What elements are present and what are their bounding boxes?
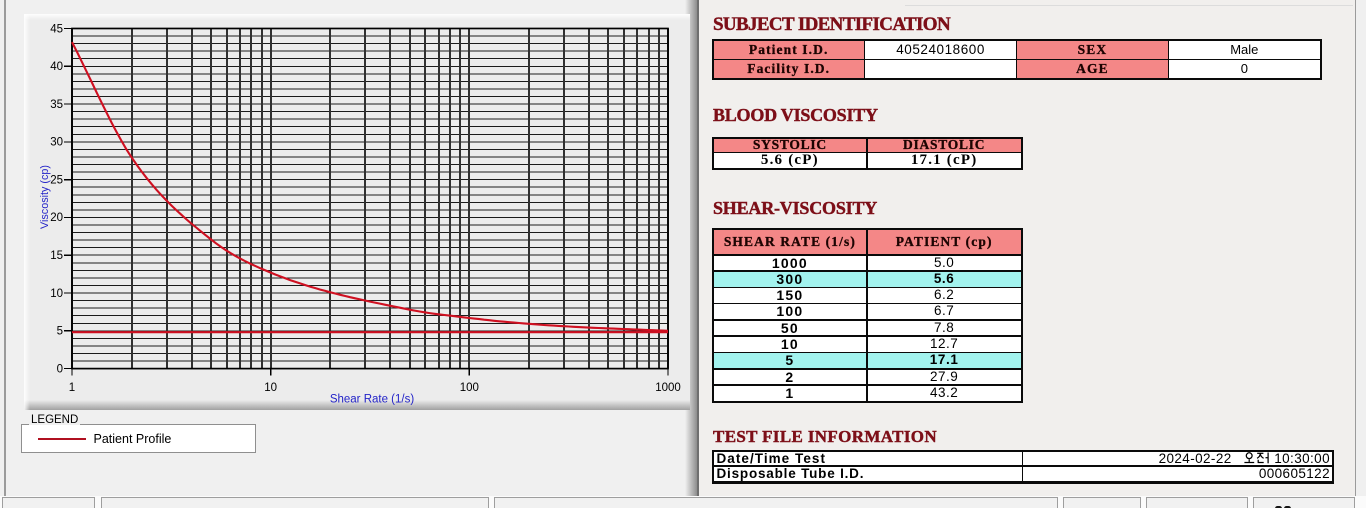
svg-text:0: 0 [57, 363, 63, 375]
svg-text:5: 5 [57, 326, 63, 338]
svg-text:10: 10 [264, 382, 277, 394]
svg-text:1: 1 [69, 382, 75, 394]
svg-text:15: 15 [50, 250, 63, 262]
svg-text:30: 30 [50, 137, 63, 149]
svg-text:100: 100 [460, 382, 479, 394]
svg-text:35: 35 [50, 99, 63, 111]
svg-text:Shear Rate (1/s): Shear Rate (1/s) [330, 394, 415, 406]
svg-text:Viscosity (cp): Viscosity (cp) [39, 165, 51, 229]
svg-text:20: 20 [50, 212, 63, 224]
svg-text:40: 40 [50, 61, 63, 73]
svg-text:25: 25 [50, 174, 63, 186]
svg-text:45: 45 [50, 23, 63, 35]
svg-text:1000: 1000 [655, 382, 681, 394]
svg-text:10: 10 [50, 288, 63, 300]
